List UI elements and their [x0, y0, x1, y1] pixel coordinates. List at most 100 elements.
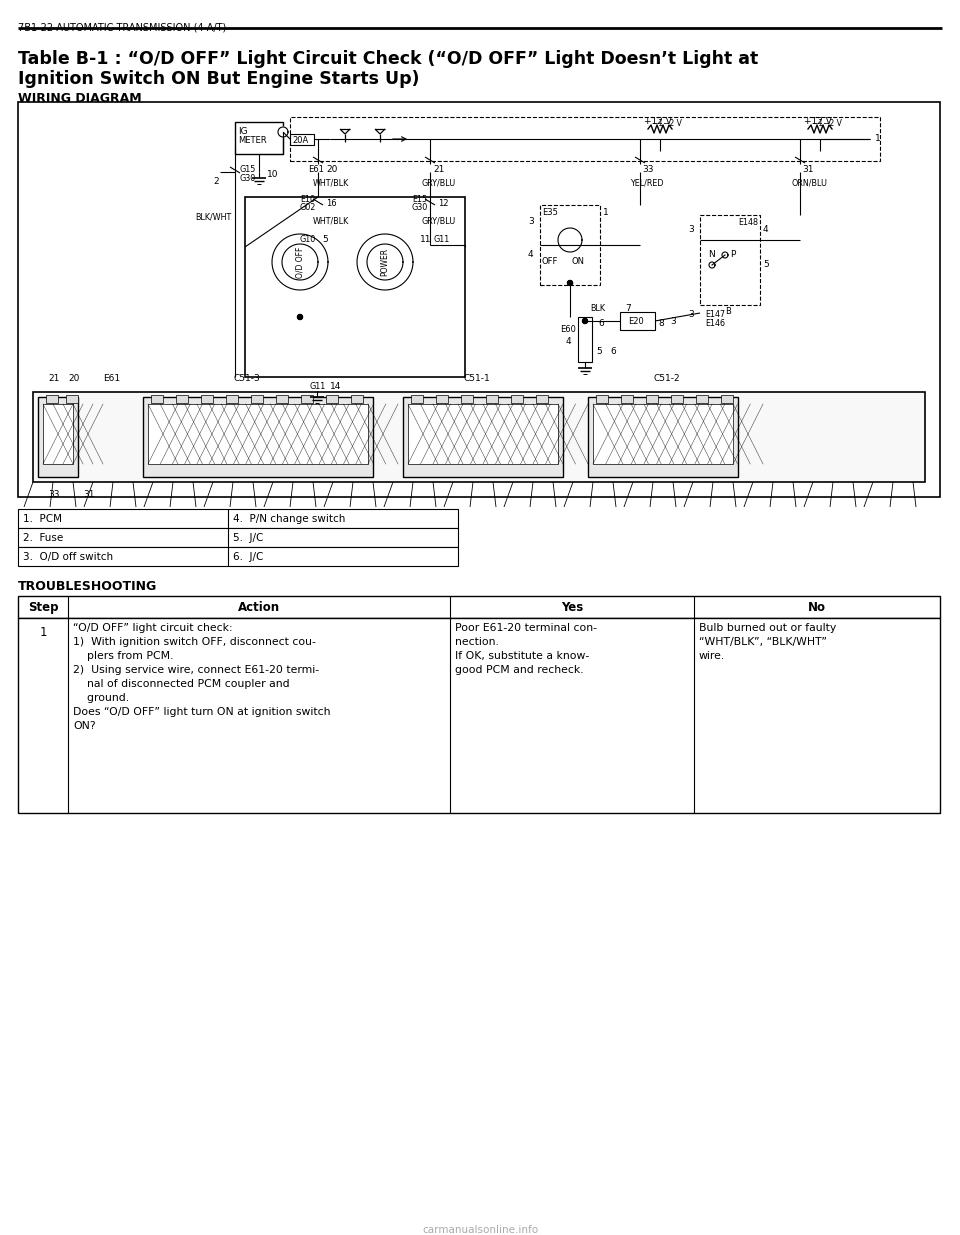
Text: “O/D OFF” light circuit check:: “O/D OFF” light circuit check: — [73, 622, 232, 634]
Text: E148: E148 — [738, 219, 758, 227]
Text: 3: 3 — [528, 217, 534, 226]
Polygon shape — [357, 233, 413, 290]
Text: G15: G15 — [239, 165, 255, 174]
Text: G30: G30 — [239, 174, 255, 183]
Bar — [66, 395, 78, 403]
Text: 5: 5 — [596, 347, 602, 356]
Text: 1: 1 — [603, 207, 609, 217]
Text: 12: 12 — [438, 199, 448, 207]
Bar — [18, 597, 940, 618]
Text: YEL/RED: YEL/RED — [630, 179, 663, 188]
Text: WHT/BLK: WHT/BLK — [313, 179, 349, 188]
Text: 2.  Fuse: 2. Fuse — [23, 534, 63, 543]
Bar — [408, 404, 558, 464]
Bar — [620, 312, 655, 330]
Text: 10: 10 — [267, 170, 278, 179]
Text: BLK: BLK — [590, 304, 605, 312]
Text: G10: G10 — [300, 235, 316, 245]
Text: 16: 16 — [326, 199, 337, 207]
Text: C51-2: C51-2 — [653, 374, 680, 383]
Bar — [700, 215, 760, 305]
Text: Poor E61-20 terminal con-: Poor E61-20 terminal con- — [455, 622, 597, 634]
Polygon shape — [298, 315, 302, 320]
Text: 5: 5 — [763, 261, 769, 269]
Bar — [290, 135, 314, 144]
Text: E35: E35 — [542, 207, 558, 217]
Bar — [461, 395, 473, 403]
Text: “WHT/BLK”, “BLK/WHT”: “WHT/BLK”, “BLK/WHT” — [699, 637, 827, 647]
Bar — [176, 395, 188, 403]
Text: GRY/BLU: GRY/BLU — [422, 217, 456, 226]
Polygon shape — [282, 245, 318, 280]
Text: 1: 1 — [875, 135, 880, 143]
Text: WHT/BLK: WHT/BLK — [313, 217, 349, 226]
Text: 6: 6 — [610, 347, 615, 356]
Bar — [486, 395, 498, 403]
Text: carmanualsonline.info: carmanualsonline.info — [422, 1225, 538, 1235]
Text: 31: 31 — [83, 490, 94, 499]
Text: +12 V: +12 V — [644, 117, 672, 126]
Text: Bulb burned out or faulty: Bulb burned out or faulty — [699, 622, 836, 634]
Text: 20: 20 — [68, 374, 80, 383]
Text: N: N — [708, 249, 715, 259]
Text: 3: 3 — [670, 317, 676, 326]
Text: 1.  PCM: 1. PCM — [23, 514, 62, 524]
Text: 3.  O/D off switch: 3. O/D off switch — [23, 552, 113, 562]
Text: C51-1: C51-1 — [463, 374, 490, 383]
Polygon shape — [367, 245, 403, 280]
Bar — [621, 395, 633, 403]
Text: GRY/BLU: GRY/BLU — [422, 179, 456, 188]
Text: E147: E147 — [705, 310, 725, 319]
Text: 11: 11 — [420, 235, 431, 245]
Text: 31: 31 — [802, 165, 813, 174]
Text: 4.  P/N change switch: 4. P/N change switch — [233, 514, 346, 524]
Bar — [38, 396, 78, 477]
Bar — [251, 395, 263, 403]
Polygon shape — [583, 319, 588, 324]
Text: Step: Step — [28, 601, 59, 614]
Bar — [578, 317, 592, 362]
Text: IG: IG — [238, 127, 248, 136]
Bar — [671, 395, 683, 403]
Bar — [235, 122, 283, 154]
Text: 6.  J/C: 6. J/C — [233, 552, 263, 562]
Bar — [18, 103, 940, 496]
Bar — [18, 509, 458, 529]
Text: 6: 6 — [598, 319, 604, 329]
Text: No: No — [808, 601, 826, 614]
Bar — [18, 547, 458, 566]
Text: BLK/WHT: BLK/WHT — [195, 212, 231, 222]
Text: 1)  With ignition switch OFF, disconnect cou-: 1) With ignition switch OFF, disconnect … — [73, 637, 316, 647]
Bar — [301, 395, 313, 403]
Text: E60: E60 — [560, 325, 576, 333]
Text: Table B-1 : “O/D OFF” Light Circuit Check (“O/D OFF” Light Doesn’t Light at: Table B-1 : “O/D OFF” Light Circuit Chec… — [18, 49, 758, 68]
Text: G30: G30 — [412, 203, 428, 212]
Bar — [511, 395, 523, 403]
Text: POWER: POWER — [380, 248, 390, 277]
Text: E146: E146 — [705, 319, 725, 329]
Polygon shape — [722, 252, 728, 258]
Text: G11: G11 — [310, 382, 326, 391]
Text: 2: 2 — [213, 177, 219, 186]
Text: E10: E10 — [300, 195, 315, 204]
Bar — [148, 404, 368, 464]
Text: 7B1-22 AUTOMATIC TRANSMISSION (4 A/T): 7B1-22 AUTOMATIC TRANSMISSION (4 A/T) — [18, 23, 227, 33]
Text: 33: 33 — [642, 165, 654, 174]
Bar — [43, 404, 73, 464]
Text: 33: 33 — [48, 490, 60, 499]
Text: −1−2 V: −1−2 V — [812, 119, 842, 128]
Text: If OK, substitute a know-: If OK, substitute a know- — [455, 651, 589, 661]
Text: TROUBLESHOOTING: TROUBLESHOOTING — [18, 580, 157, 593]
Text: nection.: nection. — [455, 637, 499, 647]
Text: nal of disconnected PCM coupler and: nal of disconnected PCM coupler and — [73, 679, 290, 689]
Bar — [403, 396, 563, 477]
Text: wire.: wire. — [699, 651, 725, 661]
Bar — [326, 395, 338, 403]
Text: ORN/BLU: ORN/BLU — [792, 179, 828, 188]
Text: good PCM and recheck.: good PCM and recheck. — [455, 664, 584, 676]
Bar — [593, 404, 733, 464]
Text: E15: E15 — [412, 195, 427, 204]
Text: METER: METER — [238, 136, 267, 144]
Text: 2)  Using service wire, connect E61-20 termi-: 2) Using service wire, connect E61-20 te… — [73, 664, 319, 676]
Bar — [18, 529, 458, 547]
